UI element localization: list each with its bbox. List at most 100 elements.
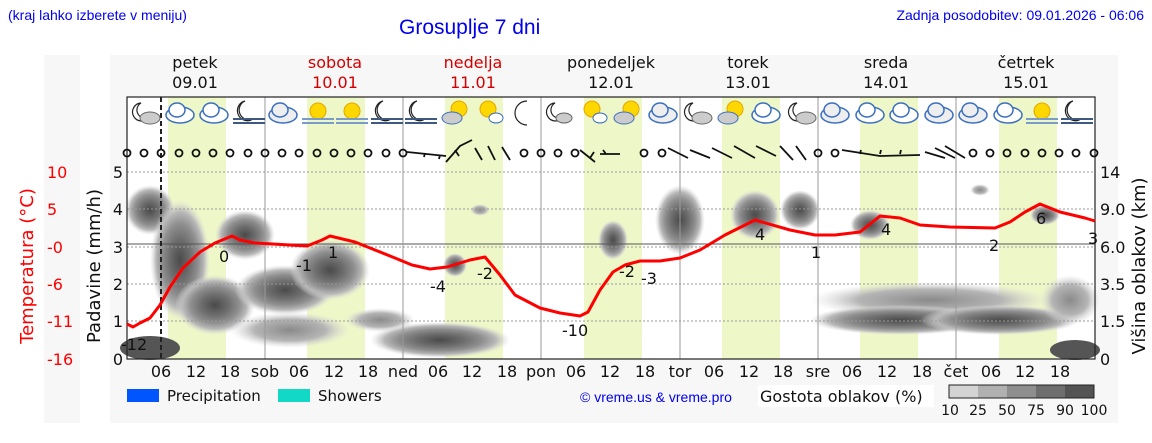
- cloud-height-tick: 3.5: [1100, 275, 1125, 294]
- cloud-height-axis-label: Višina oblakov (km): [1129, 177, 1150, 354]
- density-tick: 75: [1027, 403, 1045, 419]
- cloud-height-tick: 9.0: [1100, 200, 1125, 219]
- day-header-torek: torek 13.01: [688, 53, 808, 93]
- cloudy-icon: [648, 102, 678, 124]
- x-tick: 06: [566, 362, 586, 381]
- temp-axis-ticks: 10 5 -0 -6 -11 -16: [47, 163, 73, 369]
- cloud-height-tick: 0: [1100, 350, 1110, 369]
- temp-tick: -11: [47, 312, 73, 331]
- grid-horizontal: [127, 171, 1095, 322]
- night-fog-icon: [233, 100, 265, 124]
- night-cloudy-icon: [131, 102, 161, 125]
- temp-label: -2: [619, 262, 635, 281]
- x-tick: 06: [428, 362, 448, 381]
- x-tick: 18: [912, 362, 932, 381]
- night-cloudy-icon: [787, 102, 817, 125]
- x-tick: 06: [842, 362, 862, 381]
- partly-cloudy-icon: [717, 100, 744, 125]
- cloudy-icon: [855, 102, 885, 124]
- density-tick: 10: [941, 403, 959, 419]
- x-tick: 18: [220, 362, 240, 381]
- x-tick: 12: [1015, 362, 1035, 381]
- partly-cloudy-icon: [441, 100, 468, 125]
- cloud-density-field: [120, 184, 1100, 360]
- precipitation-legend-label: Precipitation: [167, 387, 261, 405]
- precip-tick: 1: [113, 312, 123, 331]
- cloudy-icon: [199, 102, 229, 124]
- x-tick: 12: [739, 362, 759, 381]
- temp-axis-panel: [44, 55, 80, 423]
- x-tick: sob: [251, 362, 279, 381]
- temp-label: -10: [562, 321, 588, 340]
- x-tick: sre: [806, 362, 830, 381]
- x-axis-ticks: 06 12 18 sob 06 12 18 ned 06 12 18 pon 0…: [151, 362, 1070, 381]
- cloudy-icon: [820, 102, 850, 124]
- cloud-density-ticks: 10 25 50 75 90 100: [941, 403, 1107, 419]
- temp-label: -1: [296, 256, 312, 275]
- cloudy-icon: [958, 102, 988, 124]
- day-header-sobota: sobota 10.01: [275, 53, 395, 93]
- night-cloudy-icon: [683, 102, 713, 125]
- day-name: sobota: [307, 53, 363, 72]
- x-tick: 18: [773, 362, 793, 381]
- cloudy-icon: [924, 102, 954, 124]
- day-name: sreda: [863, 53, 909, 72]
- x-tick: 18: [1050, 362, 1070, 381]
- x-tick: 06: [151, 362, 171, 381]
- cloud-height-tick: 1.5: [1100, 312, 1125, 331]
- temp-tick: 5: [47, 200, 57, 219]
- showers-legend-label: Showers: [318, 387, 382, 405]
- cloudy-icon: [165, 102, 195, 124]
- temperature-labels: -12 0 -1 1 -4 -2 -10 -2 -3 4 1 4 2 6 3: [121, 209, 1098, 354]
- precipitation-swatch: [127, 389, 159, 402]
- precip-tick: 3: [113, 238, 123, 257]
- sun-fog-icon: [336, 102, 368, 124]
- temp-tick: -0: [47, 238, 63, 257]
- x-tick: ned: [388, 362, 418, 381]
- partly-cloudy-icon: [479, 100, 504, 124]
- temp-label: 6: [1036, 209, 1046, 228]
- cloud-density-label: Gostota oblakov (%): [760, 387, 923, 406]
- wind-row: [122, 139, 1099, 163]
- day-date: 12.01: [588, 73, 634, 92]
- partly-cloudy-icon: [583, 100, 608, 124]
- precip-tick: 0: [113, 350, 123, 369]
- day-header-sreda: sreda 14.01: [826, 53, 946, 93]
- temp-label: -3: [641, 269, 657, 288]
- day-date: 10.01: [312, 73, 358, 92]
- temp-label: 0: [219, 247, 229, 266]
- x-tick: pon: [526, 362, 556, 381]
- temp-label: 4: [755, 225, 765, 244]
- region-hint[interactable]: (kraj lahko izberete v meniju): [8, 7, 187, 23]
- temp-label: -12: [121, 335, 147, 354]
- day-date: 14.01: [863, 73, 909, 92]
- temp-label: 1: [811, 243, 821, 262]
- precip-tick: 2: [113, 275, 123, 294]
- x-tick: 06: [704, 362, 724, 381]
- night-fog-icon: [405, 100, 437, 124]
- copyright-link[interactable]: © vreme.us & vreme.pro: [580, 389, 732, 405]
- density-tick: 90: [1056, 403, 1074, 419]
- x-tick: 18: [635, 362, 655, 381]
- temp-label: -4: [430, 277, 446, 296]
- temp-label: 3: [1088, 229, 1098, 248]
- density-tick: 50: [998, 403, 1016, 419]
- day-date: 13.01: [725, 73, 771, 92]
- cloudy-icon: [751, 102, 781, 124]
- temp-label: 4: [881, 220, 891, 239]
- cloudy-icon: [889, 102, 919, 124]
- density-tick: 100: [1081, 403, 1108, 419]
- temp-label: 2: [989, 236, 999, 255]
- last-update: Zadnja posodobitev: 09.01.2026 - 06:06: [896, 7, 1144, 23]
- day-date: 09.01: [172, 73, 218, 92]
- density-tick: 25: [969, 403, 987, 419]
- cloudy-icon: [993, 102, 1023, 124]
- night-cloudy-icon: [545, 102, 573, 124]
- day-header-nedelja: nedelja 11.01: [413, 53, 533, 93]
- x-tick: 12: [462, 362, 482, 381]
- temp-axis-label: Temperatura (°C): [17, 188, 38, 345]
- temp-tick: -16: [47, 350, 73, 369]
- x-tick: 12: [186, 362, 206, 381]
- day-name: nedelja: [443, 53, 503, 72]
- x-tick: 12: [877, 362, 897, 381]
